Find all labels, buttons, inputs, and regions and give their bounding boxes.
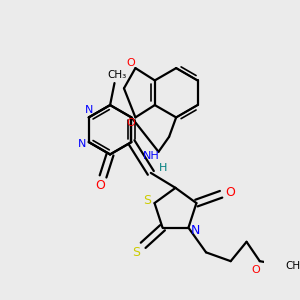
Text: N: N xyxy=(77,139,86,149)
Text: O: O xyxy=(225,186,235,199)
Text: O: O xyxy=(127,58,135,68)
Text: CH₃: CH₃ xyxy=(285,261,300,271)
Text: O: O xyxy=(251,265,260,275)
Text: S: S xyxy=(143,194,152,207)
Text: H: H xyxy=(159,164,167,173)
Text: CH₃: CH₃ xyxy=(107,70,127,80)
Text: N: N xyxy=(191,224,200,237)
Text: NH: NH xyxy=(143,151,160,161)
Text: O: O xyxy=(127,118,135,128)
Text: S: S xyxy=(132,246,140,259)
Text: O: O xyxy=(95,179,105,192)
Text: N: N xyxy=(85,105,93,116)
